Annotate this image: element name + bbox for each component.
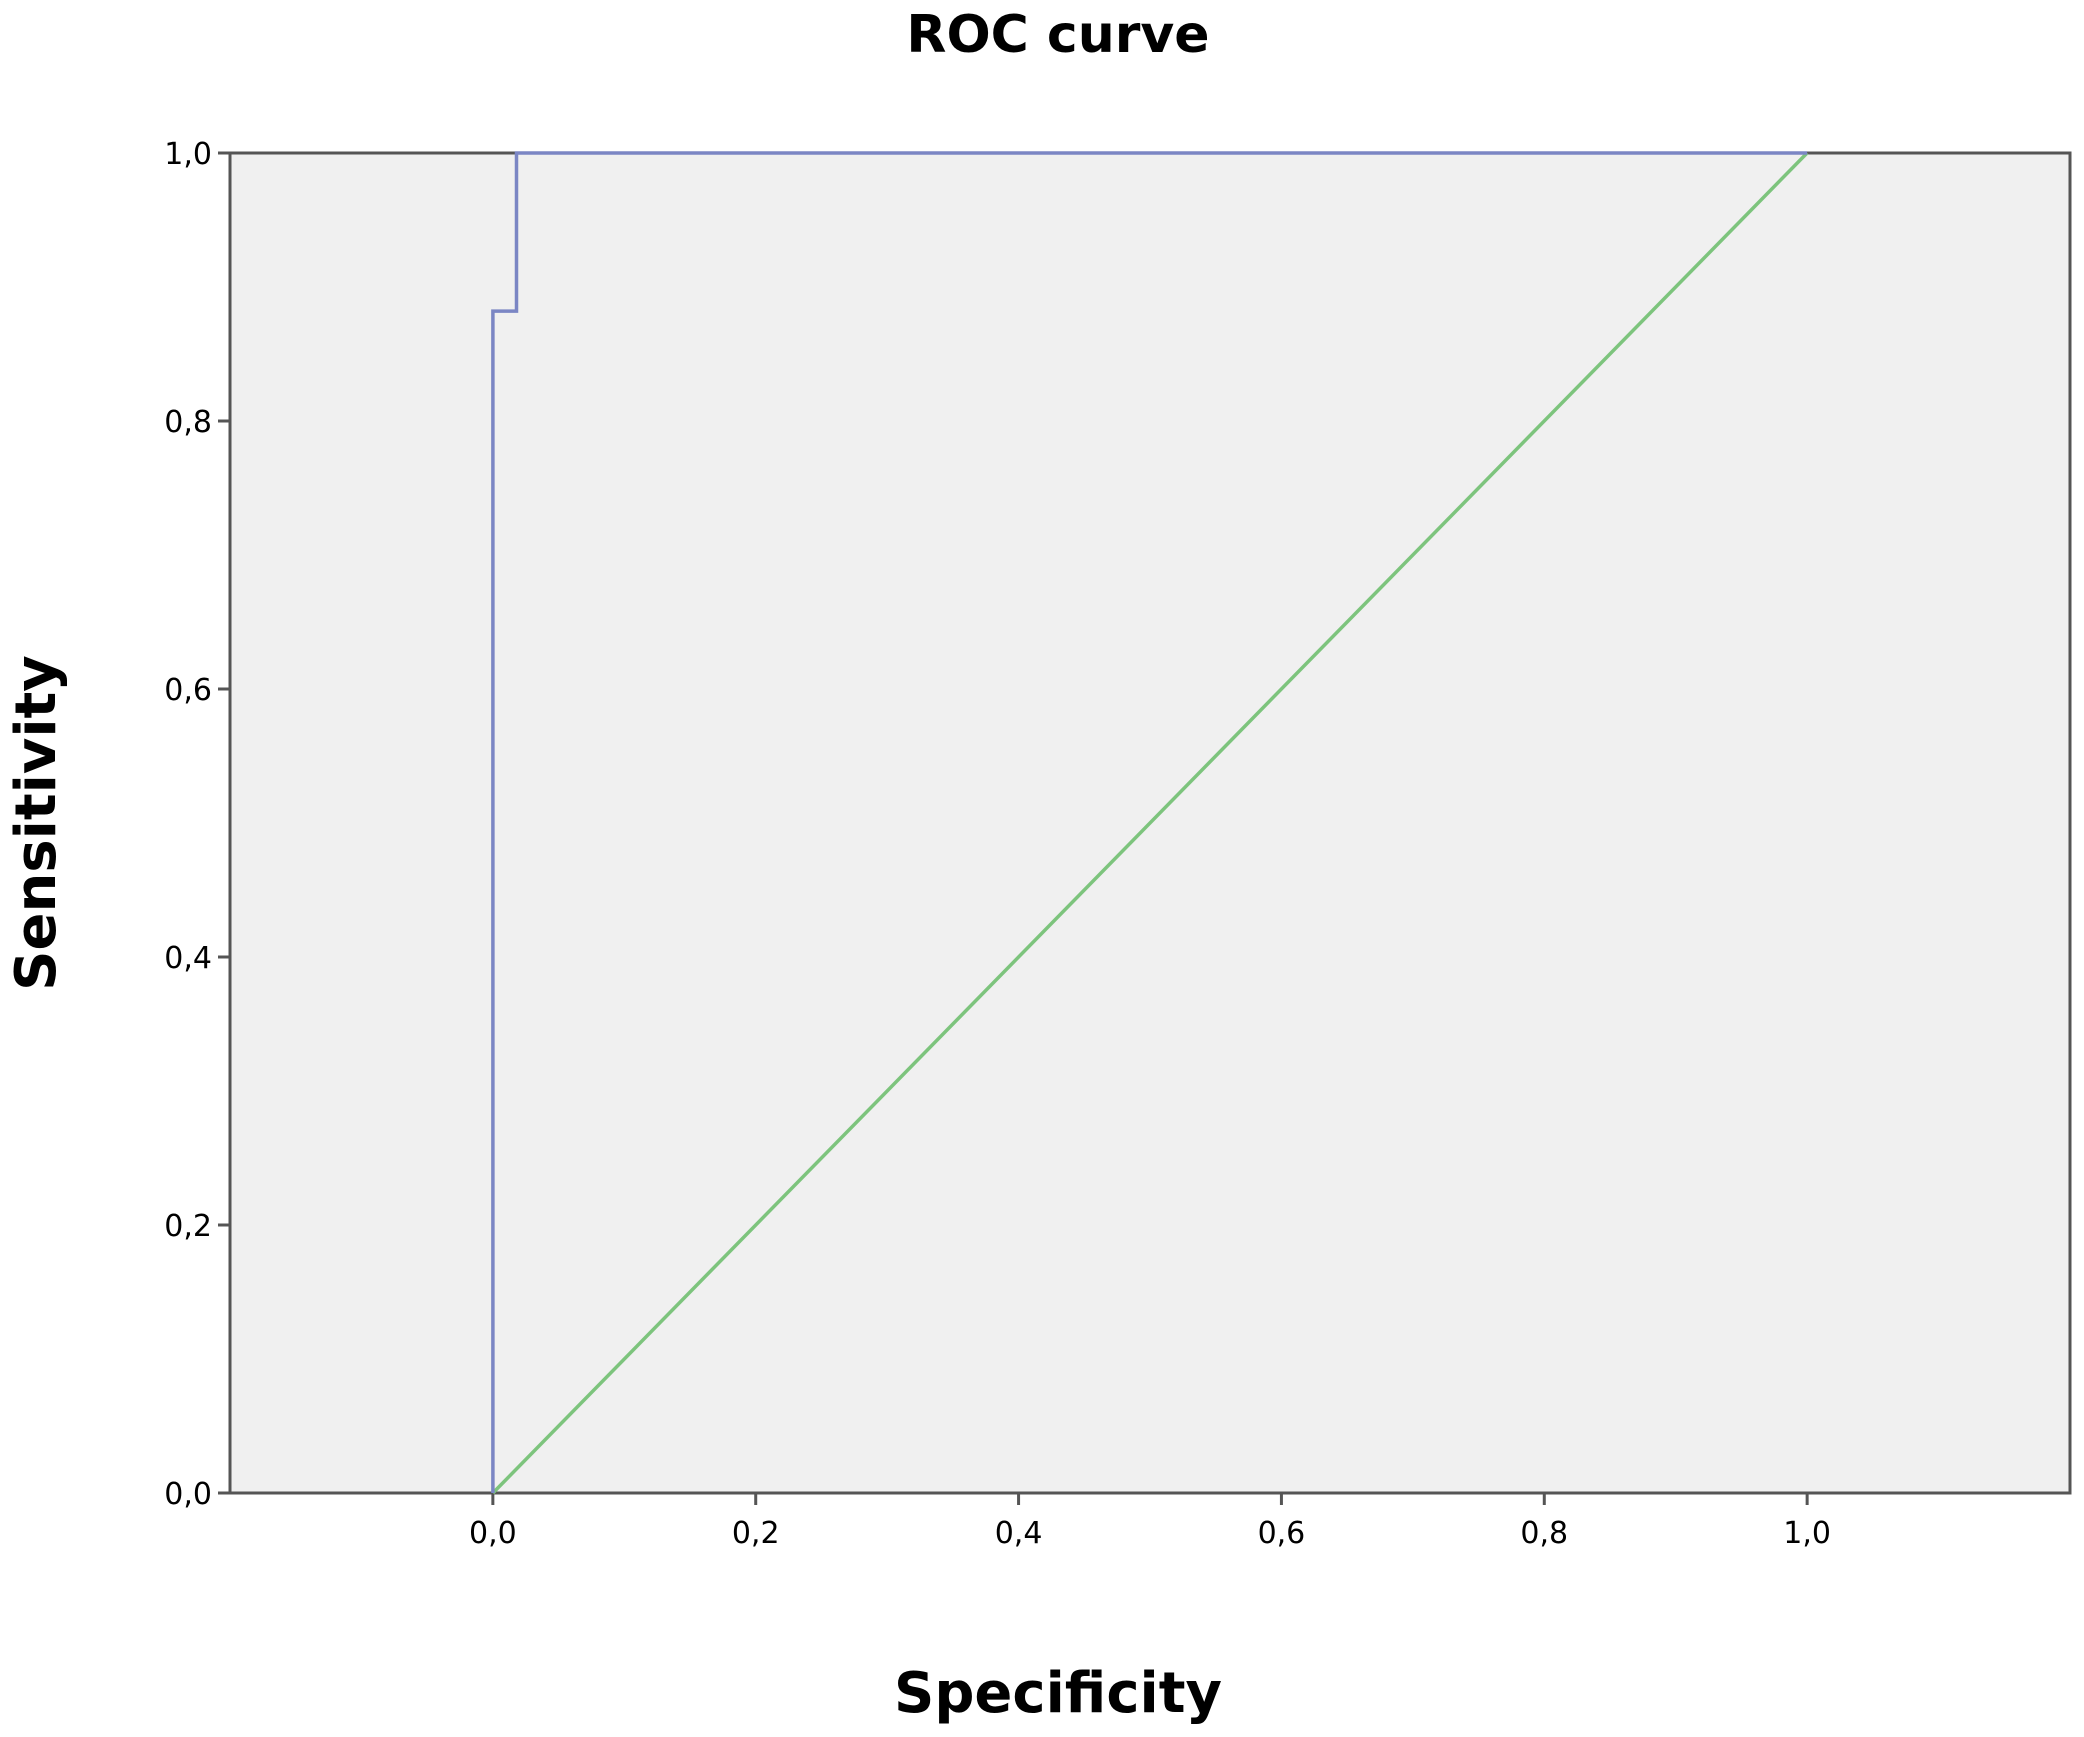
- roc-curve-line: [491, 151, 1808, 1493]
- y-tick-label: 1,0: [164, 137, 212, 172]
- x-tick-label: 0,6: [1258, 1516, 1306, 1551]
- y-tick-label: 0,0: [164, 1477, 212, 1512]
- y-axis-title: Sensitivity: [4, 655, 69, 991]
- x-tick-label: 1,0: [1783, 1516, 1831, 1551]
- y-tick-label: 0,6: [164, 673, 212, 708]
- x-tick-label: 0,4: [995, 1516, 1043, 1551]
- reference-diagonal-line: [491, 151, 1809, 1495]
- y-axis: 0,0 0,2 0,4 0,6 0,8 1,0: [164, 137, 230, 1512]
- x-tick-label: 0,8: [1520, 1516, 1568, 1551]
- y-tick-label: 0,4: [164, 941, 212, 976]
- x-axis-title: Specificity: [894, 1661, 1222, 1726]
- y-tick-label: 0,8: [164, 405, 212, 440]
- x-tick-label: 0,0: [469, 1516, 517, 1551]
- x-axis: 0,0 0,2 0,4 0,6 0,8 1,0: [469, 1493, 1831, 1551]
- x-tick-label: 0,2: [732, 1516, 780, 1551]
- series-layer: [491, 151, 1809, 1495]
- chart-title: ROC curve: [906, 5, 1209, 65]
- y-tick-label: 0,2: [164, 1209, 212, 1244]
